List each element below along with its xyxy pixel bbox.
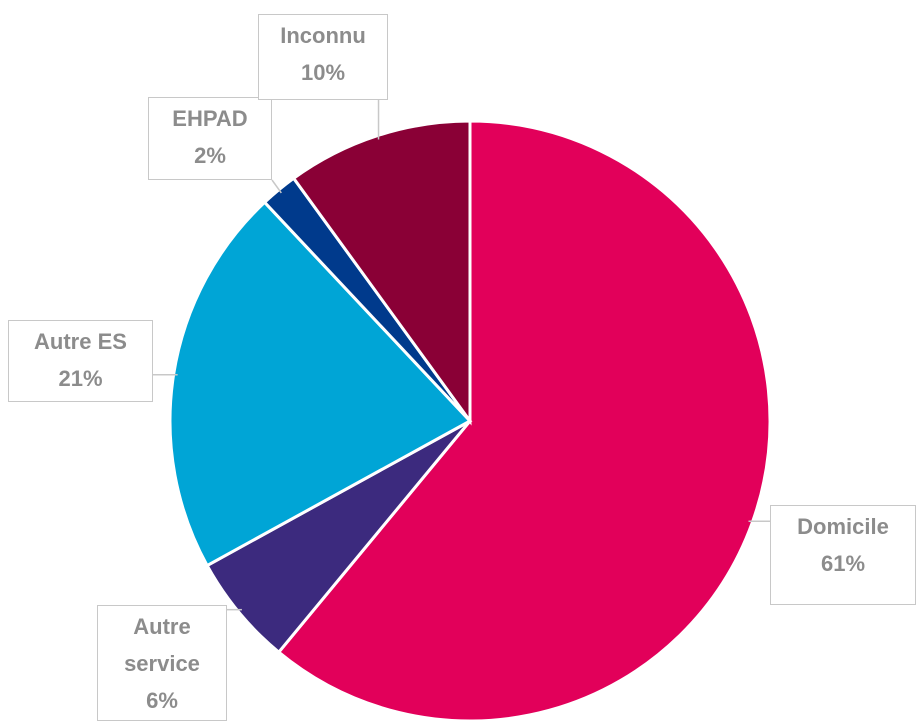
slice-name: Autre ES xyxy=(34,329,127,354)
data-label: Autre service 6% xyxy=(97,605,227,721)
slice-name: EHPAD xyxy=(172,106,248,131)
data-label: EHPAD 2% xyxy=(148,97,272,180)
slice-name: Domicile xyxy=(797,514,889,539)
data-label: Domicile 61% xyxy=(770,505,916,605)
slice-value: 10% xyxy=(300,60,346,85)
data-label: Autre ES 21% xyxy=(8,320,153,402)
slice-value: 61% xyxy=(820,551,866,576)
pie-slice xyxy=(291,119,472,426)
slice-name: Inconnu xyxy=(280,23,366,48)
leader-line xyxy=(271,179,282,194)
slice-value: 6% xyxy=(146,688,178,713)
slice-value: 21% xyxy=(58,366,103,391)
data-label: Inconnu 10% xyxy=(258,14,388,100)
pie-slice xyxy=(276,119,772,721)
slice-name: Autre service xyxy=(124,614,200,676)
slice-value: 2% xyxy=(194,143,226,168)
